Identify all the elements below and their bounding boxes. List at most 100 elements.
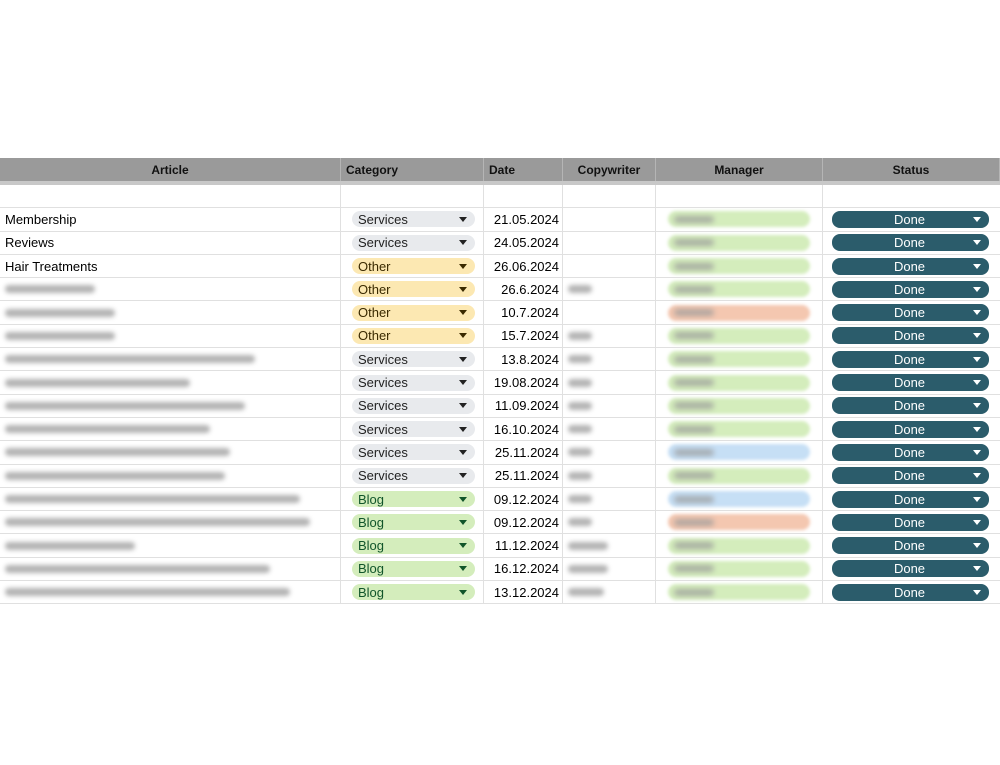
copywriter-cell[interactable] (563, 301, 656, 324)
dropdown-arrow-icon[interactable] (459, 240, 467, 246)
dropdown-arrow-icon[interactable] (973, 449, 981, 455)
status-cell[interactable]: Done (823, 325, 1000, 347)
category-cell[interactable]: Blog (341, 534, 484, 557)
column-header-category[interactable]: Category (341, 158, 484, 181)
status-cell[interactable]: Done (823, 371, 1000, 393)
manager-dropdown[interactable] (668, 234, 810, 251)
date-cell[interactable]: 26.06.2024 (484, 254, 563, 278)
date-cell[interactable]: 21.05.2024 (484, 208, 563, 231)
category-cell[interactable]: Services (341, 208, 484, 231)
status-cell[interactable]: Done (823, 581, 1000, 603)
status-cell[interactable]: Done (823, 465, 1000, 487)
manager-cell[interactable] (656, 511, 823, 534)
column-header-manager[interactable]: Manager (656, 158, 823, 181)
manager-cell[interactable] (656, 278, 823, 301)
date-cell[interactable]: 25.11.2024 (484, 464, 563, 487)
manager-dropdown[interactable] (668, 397, 810, 414)
date-cell[interactable]: 11.12.2024 (484, 534, 563, 557)
copywriter-cell[interactable] (563, 231, 656, 254)
manager-cell[interactable] (656, 254, 823, 278)
column-header-status[interactable]: Status (823, 158, 1000, 181)
dropdown-arrow-icon[interactable] (973, 310, 981, 316)
article-cell[interactable] (0, 278, 341, 301)
date-cell[interactable]: 10.7.2024 (484, 301, 563, 324)
category-dropdown[interactable]: Blog (352, 537, 475, 554)
manager-cell[interactable] (656, 324, 823, 348)
status-dropdown[interactable]: Done (832, 583, 989, 601)
copywriter-cell[interactable] (563, 534, 656, 557)
status-cell[interactable]: Done (823, 301, 1000, 323)
date-cell[interactable]: 09.12.2024 (484, 487, 563, 511)
dropdown-arrow-icon[interactable] (459, 496, 467, 502)
status-cell[interactable]: Done (823, 395, 1000, 417)
column-header-date[interactable]: Date (484, 158, 563, 181)
article-cell[interactable] (0, 464, 341, 487)
manager-cell[interactable] (656, 534, 823, 557)
copywriter-cell[interactable] (563, 557, 656, 581)
date-cell[interactable]: 19.08.2024 (484, 371, 563, 394)
article-cell[interactable] (0, 441, 341, 464)
status-dropdown[interactable]: Done (832, 350, 989, 368)
category-dropdown[interactable]: Other (352, 304, 475, 321)
dropdown-arrow-icon[interactable] (973, 240, 981, 246)
manager-cell[interactable] (656, 394, 823, 417)
cell[interactable] (0, 185, 341, 208)
copywriter-cell[interactable] (563, 371, 656, 394)
category-dropdown[interactable]: Other (352, 258, 475, 275)
category-dropdown[interactable]: Services (352, 351, 475, 368)
dropdown-arrow-icon[interactable] (973, 589, 981, 595)
copywriter-cell[interactable] (563, 348, 656, 371)
status-cell[interactable]: Done (823, 255, 1000, 277)
manager-dropdown[interactable] (668, 467, 810, 484)
date-cell[interactable]: 13.12.2024 (484, 581, 563, 604)
status-cell[interactable]: Done (823, 208, 1000, 230)
date-cell[interactable]: 13.8.2024 (484, 348, 563, 371)
copywriter-cell[interactable] (563, 417, 656, 441)
category-cell[interactable]: Services (341, 394, 484, 417)
article-cell[interactable]: Hair Treatments (0, 254, 341, 278)
copywriter-cell[interactable] (563, 464, 656, 487)
category-dropdown[interactable]: Services (352, 211, 475, 228)
manager-dropdown[interactable] (668, 421, 810, 438)
copywriter-cell[interactable] (563, 254, 656, 278)
dropdown-arrow-icon[interactable] (973, 286, 981, 292)
manager-dropdown[interactable] (668, 304, 810, 321)
category-dropdown[interactable]: Services (352, 444, 475, 461)
status-cell[interactable]: Done (823, 534, 1000, 556)
status-dropdown[interactable]: Done (832, 234, 989, 252)
date-cell[interactable]: 16.12.2024 (484, 557, 563, 581)
dropdown-arrow-icon[interactable] (459, 356, 467, 362)
category-dropdown[interactable]: Services (352, 234, 475, 251)
manager-dropdown[interactable] (668, 327, 810, 344)
category-cell[interactable]: Blog (341, 557, 484, 581)
article-cell[interactable] (0, 534, 341, 557)
status-dropdown[interactable]: Done (832, 374, 989, 392)
copywriter-cell[interactable] (563, 208, 656, 231)
manager-dropdown[interactable] (668, 491, 810, 507)
category-cell[interactable]: Other (341, 254, 484, 278)
article-cell[interactable] (0, 348, 341, 371)
manager-cell[interactable] (656, 417, 823, 441)
manager-cell[interactable] (656, 231, 823, 254)
manager-cell[interactable] (656, 557, 823, 581)
status-dropdown[interactable]: Done (832, 397, 989, 415)
category-cell[interactable]: Other (341, 324, 484, 348)
category-cell[interactable]: Services (341, 441, 484, 464)
date-cell[interactable]: 09.12.2024 (484, 511, 563, 534)
manager-dropdown[interactable] (668, 514, 810, 531)
column-header-copywriter[interactable]: Copywriter (563, 158, 656, 181)
category-cell[interactable]: Blog (341, 487, 484, 511)
article-cell[interactable] (0, 487, 341, 511)
category-cell[interactable]: Services (341, 348, 484, 371)
status-dropdown[interactable]: Done (832, 280, 989, 298)
category-cell[interactable]: Other (341, 278, 484, 301)
dropdown-arrow-icon[interactable] (459, 519, 467, 525)
status-dropdown[interactable]: Done (832, 467, 989, 485)
category-dropdown[interactable]: Services (352, 421, 475, 438)
status-dropdown[interactable]: Done (832, 443, 989, 461)
status-cell[interactable]: Done (823, 348, 1000, 370)
copywriter-cell[interactable] (563, 511, 656, 534)
category-dropdown[interactable]: Services (352, 397, 475, 414)
category-dropdown[interactable]: Blog (352, 584, 475, 601)
category-cell[interactable]: Services (341, 417, 484, 441)
